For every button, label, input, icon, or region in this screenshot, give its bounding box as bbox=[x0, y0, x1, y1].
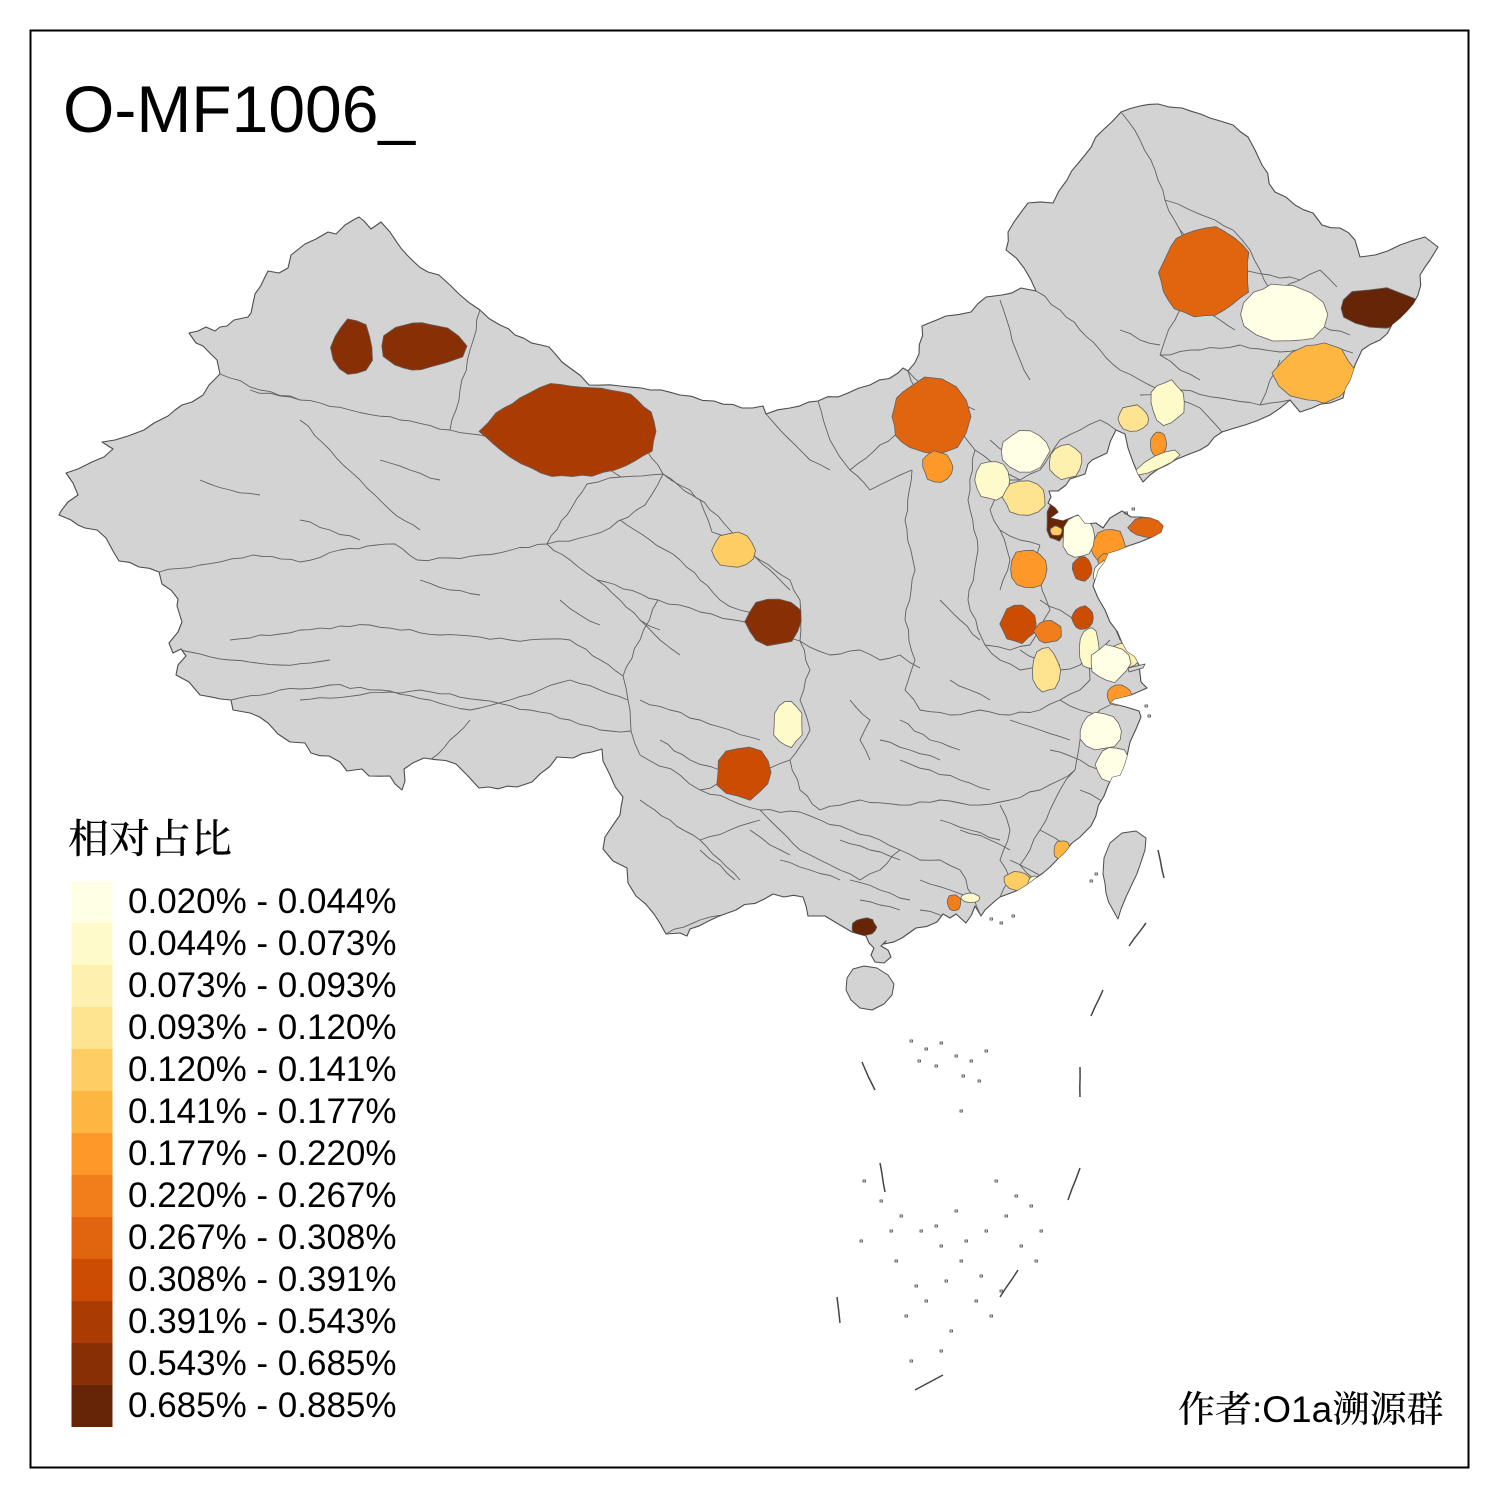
svg-text:0.093% - 0.120%: 0.093% - 0.120% bbox=[128, 1008, 397, 1047]
svg-text:0.220% - 0.267%: 0.220% - 0.267% bbox=[128, 1176, 397, 1215]
svg-text:0.391% - 0.543%: 0.391% - 0.543% bbox=[128, 1302, 397, 1341]
svg-text:0.141% - 0.177%: 0.141% - 0.177% bbox=[128, 1092, 397, 1131]
svg-text:0.543% - 0.685%: 0.543% - 0.685% bbox=[128, 1344, 397, 1383]
svg-text:0.020% - 0.044%: 0.020% - 0.044% bbox=[128, 882, 397, 921]
svg-text:0.267% - 0.308%: 0.267% - 0.308% bbox=[128, 1218, 397, 1257]
svg-text:0.177% - 0.220%: 0.177% - 0.220% bbox=[128, 1134, 397, 1173]
svg-text:0.044% - 0.073%: 0.044% - 0.073% bbox=[128, 924, 397, 963]
svg-text::O1a: :O1a bbox=[1252, 1389, 1333, 1430]
svg-text:0.308% - 0.391%: 0.308% - 0.391% bbox=[128, 1260, 397, 1299]
svg-text:0.073% - 0.093%: 0.073% - 0.093% bbox=[128, 966, 397, 1005]
svg-text:O-MF1006_: O-MF1006_ bbox=[63, 72, 416, 146]
svg-text:0.685% - 0.885%: 0.685% - 0.885% bbox=[128, 1386, 397, 1425]
svg-text:0.120% - 0.141%: 0.120% - 0.141% bbox=[128, 1050, 397, 1089]
